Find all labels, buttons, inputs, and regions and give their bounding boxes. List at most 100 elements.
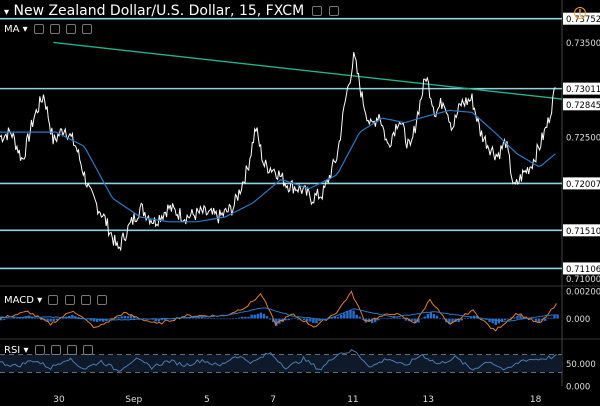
time-axis-label: 18 bbox=[530, 395, 542, 405]
macd-histogram-bar bbox=[494, 318, 497, 325]
ma-eye-icon[interactable] bbox=[33, 24, 44, 34]
macd-close-icon[interactable] bbox=[96, 295, 107, 305]
macd-histogram-bar bbox=[46, 318, 49, 322]
rsi-add-icon[interactable] bbox=[67, 345, 78, 355]
macd-signal-line[interactable] bbox=[0, 307, 557, 322]
price-label-box bbox=[563, 262, 600, 275]
price-label-box bbox=[563, 82, 600, 95]
collapse-arrow-icon[interactable]: ▾ bbox=[4, 7, 10, 18]
macd-histogram-bar bbox=[290, 318, 293, 320]
macd-histogram-bar bbox=[352, 310, 355, 319]
rsi-line[interactable] bbox=[0, 349, 557, 372]
macd-axis-label: 0.00200 bbox=[566, 287, 600, 297]
price-axis-label: 0.71510 bbox=[566, 227, 600, 237]
price-series-line[interactable] bbox=[0, 52, 556, 252]
ma-close-icon[interactable] bbox=[82, 24, 93, 34]
macd-histogram-bar bbox=[466, 318, 470, 319]
macd-histogram-bar bbox=[429, 312, 433, 319]
macd-histogram-bar bbox=[411, 318, 414, 321]
settings-icon[interactable] bbox=[329, 6, 340, 16]
macd-indicator-header: MACD ▾ bbox=[4, 295, 107, 306]
macd-histogram-bar bbox=[358, 316, 361, 319]
macd-histogram-bar bbox=[435, 315, 439, 319]
price-axis-label: 0.73011 bbox=[566, 85, 600, 95]
macd-dropdown-icon[interactable]: ▾ bbox=[37, 295, 43, 306]
eye-icon[interactable] bbox=[311, 6, 322, 16]
macd-histogram-bar bbox=[469, 316, 473, 319]
ma-indicator-label[interactable]: MA bbox=[4, 24, 20, 35]
rsi-settings-icon[interactable] bbox=[50, 345, 61, 355]
macd-histogram-bar bbox=[451, 318, 454, 323]
macd-histogram-bar bbox=[197, 317, 201, 319]
macd-add-icon[interactable] bbox=[80, 295, 91, 305]
macd-indicator-label[interactable]: MACD bbox=[4, 295, 34, 306]
macd-histogram-bar bbox=[89, 318, 93, 321]
macd-histogram-bar bbox=[420, 318, 423, 320]
macd-histogram-bar bbox=[80, 317, 83, 319]
macd-histogram-bar bbox=[191, 317, 195, 319]
macd-histogram-bar bbox=[463, 318, 467, 319]
macd-histogram-bar bbox=[61, 318, 65, 320]
rsi-dropdown-icon[interactable]: ▾ bbox=[23, 345, 29, 356]
macd-histogram-bar bbox=[550, 317, 553, 319]
macd-histogram-bar bbox=[241, 316, 244, 319]
macd-histogram-bar bbox=[108, 318, 111, 320]
macd-histogram-bar bbox=[386, 318, 389, 320]
price-label-box bbox=[563, 177, 600, 190]
macd-histogram-bar bbox=[374, 318, 377, 323]
macd-histogram-bar bbox=[157, 318, 161, 322]
chart-header: ▾ New Zealand Dollar/U.S. Dollar, 15, FX… bbox=[4, 3, 340, 19]
macd-histogram-bar bbox=[343, 313, 346, 319]
rsi-close-icon[interactable] bbox=[83, 345, 94, 355]
macd-eye-icon[interactable] bbox=[48, 295, 59, 305]
price-axis-label: 0.73752 bbox=[566, 15, 600, 25]
macd-histogram-bar bbox=[225, 318, 229, 320]
macd-histogram-bar bbox=[370, 318, 374, 324]
trendline[interactable] bbox=[53, 41, 563, 100]
alert-warning-icon[interactable]: ! bbox=[574, 7, 586, 19]
macd-histogram-bar bbox=[49, 318, 52, 322]
macd-histogram-bar bbox=[0, 318, 3, 321]
macd-histogram-bar bbox=[302, 318, 306, 321]
macd-histogram-bar bbox=[333, 316, 337, 319]
time-axis-label: 5 bbox=[204, 395, 210, 405]
macd-histogram-bar bbox=[312, 318, 315, 324]
macd-settings-icon[interactable] bbox=[64, 295, 75, 305]
macd-histogram-bar bbox=[55, 318, 59, 321]
rsi-axis-label: 50.000 bbox=[566, 360, 596, 370]
macd-histogram-bar bbox=[3, 318, 6, 320]
macd-histogram-bar bbox=[423, 316, 426, 319]
macd-histogram-bar bbox=[204, 318, 207, 320]
macd-histogram-bar bbox=[163, 318, 167, 321]
symbol-title[interactable]: New Zealand Dollar/U.S. Dollar, 15, FXCM bbox=[13, 3, 305, 19]
macd-histogram-bar bbox=[497, 318, 501, 324]
macd-histogram-bar bbox=[377, 318, 380, 321]
macd-histogram-bar bbox=[556, 314, 559, 319]
macd-histogram-bar bbox=[92, 318, 96, 322]
price-axis-label: 0.71106 bbox=[566, 265, 600, 275]
macd-histogram-bar bbox=[510, 317, 513, 319]
macd-histogram-bar bbox=[306, 318, 309, 322]
macd-histogram-bar bbox=[262, 313, 266, 319]
macd-histogram-bar bbox=[398, 317, 402, 319]
macd-histogram-bar bbox=[129, 315, 133, 319]
macd-histogram-bar bbox=[503, 318, 507, 321]
macd-histogram-bar bbox=[544, 318, 547, 321]
macd-histogram-bar bbox=[194, 318, 198, 320]
macd-histogram-bar bbox=[309, 318, 312, 322]
ma-settings-icon[interactable] bbox=[50, 24, 61, 34]
macd-histogram-bar bbox=[15, 318, 18, 319]
macd-histogram-bar bbox=[126, 316, 130, 319]
time-axis-label: 13 bbox=[423, 395, 434, 405]
rsi-eye-icon[interactable] bbox=[34, 345, 45, 355]
moving-average-line[interactable] bbox=[0, 109, 556, 223]
macd-histogram-bar bbox=[349, 309, 352, 319]
macd-histogram-bar bbox=[123, 315, 127, 319]
macd-histogram-bar bbox=[117, 317, 120, 319]
macd-histogram-bar bbox=[250, 314, 253, 319]
macd-histogram-bar bbox=[404, 318, 408, 321]
ma-dropdown-icon[interactable]: ▾ bbox=[22, 24, 28, 35]
rsi-axis-label: 0.000 bbox=[566, 383, 590, 393]
ma-add-icon[interactable] bbox=[66, 24, 77, 34]
rsi-indicator-label[interactable]: RSI bbox=[4, 345, 21, 356]
